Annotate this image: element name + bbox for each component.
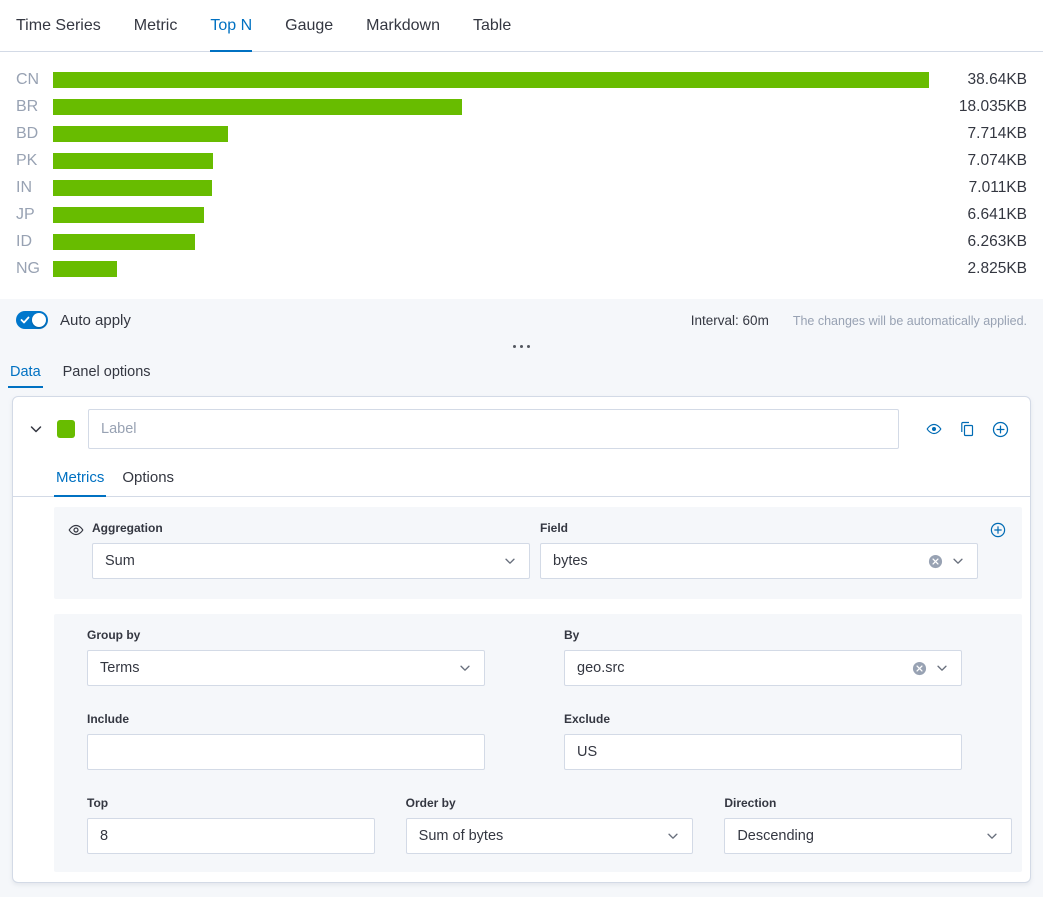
direction-label: Direction xyxy=(724,796,777,810)
bar-category-label: JP xyxy=(16,205,35,223)
tab-table[interactable]: Table xyxy=(472,16,512,34)
tab-data[interactable]: Data xyxy=(8,356,43,388)
tab-panel-options[interactable]: Panel options xyxy=(62,364,151,380)
plus-circle-icon[interactable] xyxy=(992,421,1009,438)
chart-row: IN 7.011KB xyxy=(16,174,1027,201)
bar-value-label: 6.641KB xyxy=(967,205,1027,223)
plus-circle-icon[interactable] xyxy=(990,521,1006,579)
x-circle-icon[interactable] xyxy=(928,554,943,569)
visualization-type-tabs: Time Series Metric Top N Gauge Markdown … xyxy=(0,0,1043,52)
bar-category-label: PK xyxy=(16,151,38,169)
tab-gauge[interactable]: Gauge xyxy=(285,16,334,34)
auto-apply-toggle[interactable] xyxy=(16,311,48,329)
chart-row: NG 2.825KB xyxy=(16,255,1027,282)
auto-apply-hint: The changes will be automatically applie… xyxy=(792,313,1027,328)
bar-category-label: BD xyxy=(16,124,39,142)
order-by-select[interactable]: Sum of bytes xyxy=(405,818,694,854)
chevron-down-icon xyxy=(985,829,999,843)
bar-category-label: ID xyxy=(16,232,32,250)
exclude-label: Exclude xyxy=(564,712,611,726)
bar-value-label: 38.64KB xyxy=(967,70,1027,88)
bar-category-label: IN xyxy=(16,178,32,196)
bar xyxy=(53,260,118,277)
series-tabs: Metrics Options xyxy=(13,459,1030,497)
interval-label: Interval: 60m xyxy=(690,312,769,328)
check-icon xyxy=(20,316,30,324)
chart-row: JP 6.641KB xyxy=(16,201,1027,228)
chart-row: BD 7.714KB xyxy=(16,120,1027,147)
include-label: Include xyxy=(87,712,130,726)
panel-resize-handle[interactable] xyxy=(0,341,1043,356)
group-by-section: Group by Terms By geo.src xyxy=(54,614,1022,872)
eye-icon[interactable] xyxy=(68,521,92,579)
bar-value-label: 7.011KB xyxy=(968,178,1027,196)
chart-row: ID 6.263KB xyxy=(16,228,1027,255)
chart-row: BR 18.035KB xyxy=(16,93,1027,120)
series-header xyxy=(13,397,1030,459)
chevron-down-icon xyxy=(666,829,680,843)
chart-row: PK 7.074KB xyxy=(16,147,1027,174)
bar-value-label: 7.074KB xyxy=(967,151,1027,169)
tab-metric[interactable]: Metric xyxy=(133,16,178,34)
chevron-down-icon xyxy=(935,661,949,675)
group-by-label: Group by xyxy=(87,628,141,642)
group-by-select[interactable]: Terms xyxy=(87,650,485,686)
exclude-input[interactable] xyxy=(564,734,962,770)
series-card: Metrics Options Aggregation Sum xyxy=(12,396,1031,883)
by-combobox[interactable]: geo.src xyxy=(564,650,962,686)
bar-value-label: 7.714KB xyxy=(967,124,1027,142)
tab-top-n[interactable]: Top N xyxy=(210,0,252,52)
auto-apply-label: Auto apply xyxy=(60,311,131,329)
top-input[interactable] xyxy=(87,818,375,854)
chevron-down-icon[interactable] xyxy=(28,421,44,437)
field-combobox[interactable]: bytes xyxy=(540,543,978,579)
tab-options[interactable]: Options xyxy=(122,469,175,486)
bar xyxy=(53,233,195,250)
top-n-bar-chart: CN 38.64KB BR 18.035KB BD 7.714KB PK 7.0… xyxy=(0,52,1043,299)
bar-category-label: NG xyxy=(16,259,40,277)
tab-markdown[interactable]: Markdown xyxy=(366,16,440,34)
tab-metrics[interactable]: Metrics xyxy=(54,459,107,497)
chevron-down-icon xyxy=(951,554,965,568)
bar xyxy=(53,71,929,88)
bar-category-label: CN xyxy=(16,70,40,88)
aggregation-label: Aggregation xyxy=(92,521,163,535)
series-color-swatch[interactable] xyxy=(57,420,75,438)
editor-toolbar: Auto apply Interval: 60m The changes wil… xyxy=(0,299,1043,341)
bar-value-label: 18.035KB xyxy=(958,97,1027,115)
bar xyxy=(53,125,228,142)
tab-time-series[interactable]: Time Series xyxy=(16,16,101,34)
editor-panel: Auto apply Interval: 60m The changes wil… xyxy=(0,299,1043,897)
editor-tabs: Data Panel options xyxy=(0,356,1043,388)
direction-select[interactable]: Descending xyxy=(724,818,1012,854)
copy-icon[interactable] xyxy=(959,421,975,438)
aggregation-select[interactable]: Sum xyxy=(92,543,530,579)
bar-value-label: 6.263KB xyxy=(967,232,1027,250)
bar-category-label: BR xyxy=(16,97,39,115)
aggregation-section: Aggregation Sum Field bytes xyxy=(54,507,1022,599)
series-label-input[interactable] xyxy=(88,409,899,449)
include-input[interactable] xyxy=(87,734,485,770)
by-label: By xyxy=(564,628,580,642)
bar xyxy=(53,179,212,196)
eye-icon[interactable] xyxy=(926,421,942,438)
bar xyxy=(53,152,214,169)
toggle-knob xyxy=(32,313,46,327)
chevron-down-icon xyxy=(458,661,472,675)
chart-row: CN 38.64KB xyxy=(16,66,1027,93)
order-by-label: Order by xyxy=(405,796,456,810)
bar-value-label: 2.825KB xyxy=(967,259,1027,277)
field-label: Field xyxy=(540,521,569,535)
chevron-down-icon xyxy=(503,554,517,568)
bar xyxy=(53,206,204,223)
bar xyxy=(53,98,462,115)
top-label: Top xyxy=(87,796,109,810)
x-circle-icon[interactable] xyxy=(912,661,927,676)
